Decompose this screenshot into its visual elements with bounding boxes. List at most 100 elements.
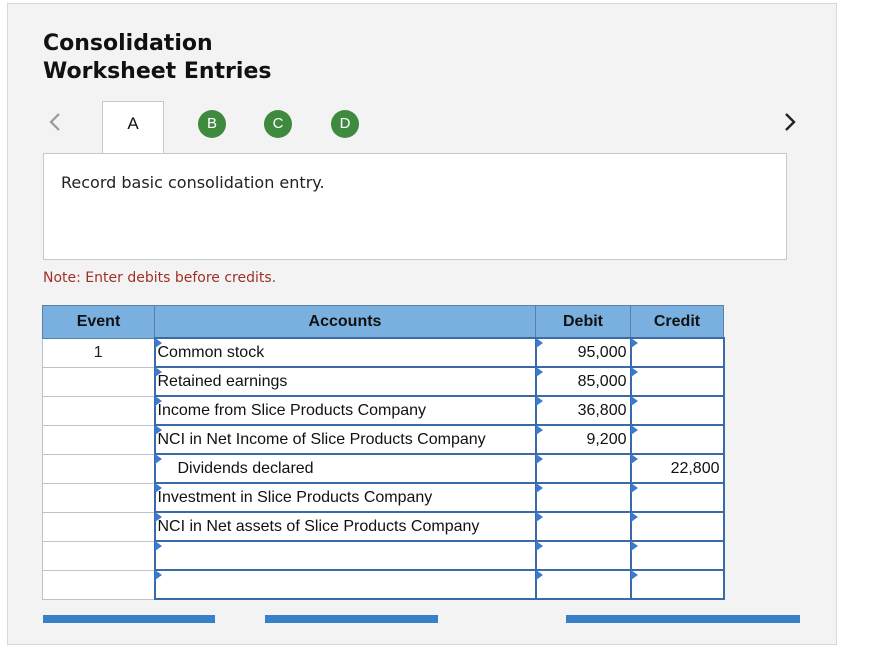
account-select[interactable]: NCI in Net Income of Slice Products Comp… — [153, 424, 537, 455]
chevron-right-icon — [785, 113, 796, 131]
table-row: NCI in Net assets of Slice Products Comp… — [42, 511, 725, 542]
credit-input[interactable] — [629, 511, 725, 542]
tab-a-label: A — [127, 114, 139, 133]
record-entry-button[interactable] — [43, 615, 215, 623]
account-value: Dividends declared — [177, 459, 314, 477]
table-row — [42, 540, 725, 571]
credit-input[interactable] — [629, 569, 725, 600]
dropdown-marker-icon — [535, 338, 543, 348]
table-row — [42, 569, 725, 600]
debit-input[interactable]: 85,000 — [534, 366, 632, 397]
credit-input[interactable] — [629, 395, 725, 426]
account-value: Common stock — [157, 343, 265, 361]
dropdown-marker-icon — [535, 396, 543, 406]
debit-input[interactable] — [534, 453, 632, 484]
event-cell — [42, 395, 155, 426]
dropdown-marker-icon — [535, 512, 543, 522]
dropdown-marker-icon — [535, 367, 543, 377]
dropdown-marker-icon — [630, 570, 638, 580]
tab-d[interactable]: D — [331, 110, 359, 138]
table-header-row: Event Accounts Debit Credit — [42, 305, 724, 339]
account-select[interactable] — [153, 540, 537, 571]
credit-input[interactable] — [629, 540, 725, 571]
dropdown-marker-icon — [154, 338, 162, 348]
tab-a[interactable]: A — [102, 101, 164, 153]
dropdown-marker-icon — [630, 483, 638, 493]
accounts-header: Accounts — [154, 305, 536, 339]
tab-c[interactable]: C — [264, 110, 292, 138]
tab-b[interactable]: B — [198, 110, 226, 138]
event-cell — [42, 482, 155, 513]
table-row: Dividends declared 22,800 — [42, 453, 725, 484]
table-row: Investment in Slice Products Company — [42, 482, 725, 513]
clear-entry-button[interactable] — [265, 615, 438, 623]
event-header: Event — [42, 305, 155, 339]
account-select[interactable]: Retained earnings — [153, 366, 537, 397]
debit-input[interactable] — [534, 482, 632, 513]
prev-button[interactable] — [44, 110, 68, 134]
dropdown-marker-icon — [535, 483, 543, 493]
dropdown-marker-icon — [154, 541, 162, 551]
account-select[interactable]: Income from Slice Products Company — [153, 395, 537, 426]
event-cell — [42, 424, 155, 455]
dropdown-marker-icon — [154, 570, 162, 580]
dropdown-marker-icon — [154, 367, 162, 377]
table-row: Retained earnings 85,000 — [42, 366, 725, 397]
debit-input[interactable]: 95,000 — [534, 337, 632, 368]
event-cell — [42, 569, 155, 600]
table-row: Income from Slice Products Company 36,80… — [42, 395, 725, 426]
debit-value: 85,000 — [577, 372, 627, 390]
chevron-left-icon — [49, 113, 60, 131]
note-text: Note: Enter debits before credits. — [43, 270, 277, 286]
credit-input[interactable]: 22,800 — [629, 453, 725, 484]
account-select[interactable]: Dividends declared — [153, 453, 537, 484]
debit-input[interactable] — [534, 511, 632, 542]
account-select[interactable]: Investment in Slice Products Company — [153, 482, 537, 513]
credit-value: 22,800 — [670, 459, 720, 477]
credit-input[interactable] — [629, 337, 725, 368]
debit-value: 95,000 — [577, 343, 627, 361]
account-value: NCI in Net Income of Slice Products Comp… — [157, 430, 486, 448]
credit-input[interactable] — [629, 424, 725, 455]
debit-value: 9,200 — [586, 430, 627, 448]
account-select[interactable]: Common stock — [153, 337, 537, 368]
credit-header: Credit — [630, 305, 724, 339]
account-select[interactable] — [153, 569, 537, 600]
account-value: Investment in Slice Products Company — [157, 488, 433, 506]
event-cell — [42, 511, 155, 542]
event-cell — [42, 366, 155, 397]
view-journal-button[interactable] — [566, 615, 800, 623]
next-button[interactable] — [778, 110, 802, 134]
dropdown-marker-icon — [154, 396, 162, 406]
dropdown-marker-icon — [630, 541, 638, 551]
dropdown-marker-icon — [154, 512, 162, 522]
account-value: Income from Slice Products Company — [157, 401, 427, 419]
instruction-text: Record basic consolidation entry. — [61, 173, 325, 192]
table-row: NCI in Net Income of Slice Products Comp… — [42, 424, 725, 455]
dropdown-marker-icon — [630, 338, 638, 348]
dropdown-marker-icon — [535, 541, 543, 551]
dropdown-marker-icon — [630, 512, 638, 522]
dropdown-marker-icon — [535, 454, 543, 464]
credit-input[interactable] — [629, 482, 725, 513]
account-select[interactable]: NCI in Net assets of Slice Products Comp… — [153, 511, 537, 542]
debit-input[interactable] — [534, 569, 632, 600]
dropdown-marker-icon — [535, 570, 543, 580]
credit-input[interactable] — [629, 366, 725, 397]
debit-value: 36,800 — [577, 401, 627, 419]
debit-input[interactable]: 9,200 — [534, 424, 632, 455]
title-line-2: Worksheet Entries — [43, 59, 272, 84]
debit-input[interactable] — [534, 540, 632, 571]
dropdown-marker-icon — [630, 454, 638, 464]
account-value: Retained earnings — [157, 372, 288, 390]
table-row: 1 Common stock 95,000 — [42, 337, 725, 368]
dropdown-marker-icon — [630, 425, 638, 435]
debit-header: Debit — [535, 305, 631, 339]
account-value: NCI in Net assets of Slice Products Comp… — [157, 517, 480, 535]
event-cell — [42, 540, 155, 571]
debit-input[interactable]: 36,800 — [534, 395, 632, 426]
dropdown-marker-icon — [154, 454, 162, 464]
event-cell — [42, 453, 155, 484]
event-cell: 1 — [42, 337, 155, 368]
title-line-1: Consolidation — [43, 31, 213, 56]
